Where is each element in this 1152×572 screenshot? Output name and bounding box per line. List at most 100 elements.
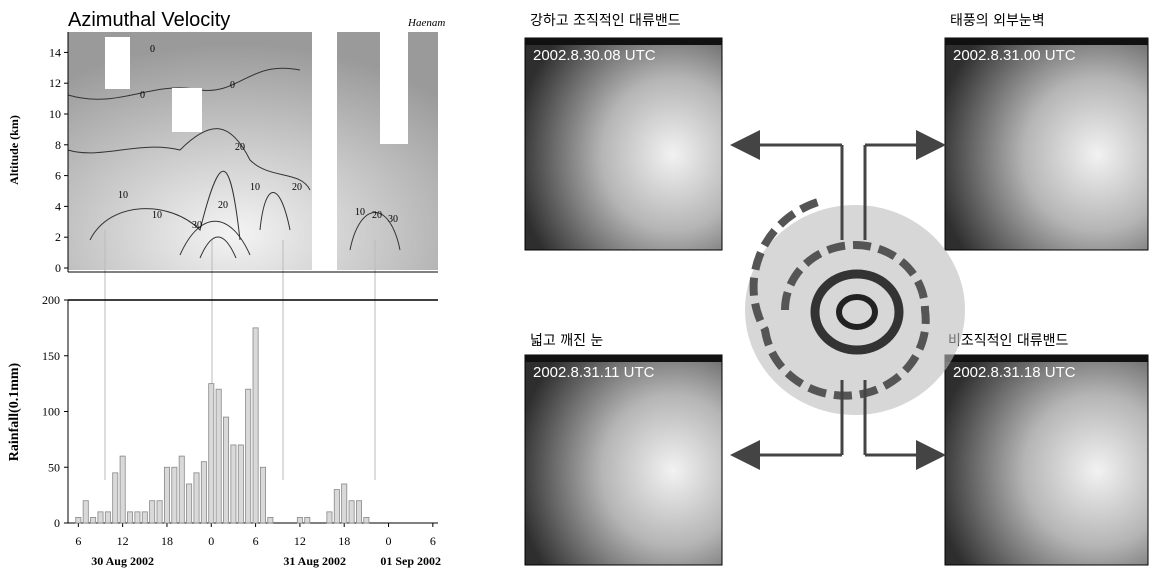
x-tick-label: 12 [294, 534, 306, 548]
timestamp: 2002.8.30.08 UTC [533, 47, 656, 64]
bar [83, 501, 88, 523]
y-tick-label: 100 [42, 405, 60, 419]
bar [327, 512, 332, 523]
panel-title: 넓고 깨진 눈 [530, 333, 603, 349]
panel-title: 비조직적인 대류밴드 [948, 333, 1068, 349]
bar [98, 512, 103, 523]
bar [216, 389, 221, 523]
missing-data [380, 32, 408, 144]
y-tick-label: 14 [49, 45, 61, 59]
contour-label: 30 [192, 220, 202, 231]
timestamp: 2002.8.31.11 UTC [533, 364, 655, 381]
x-tick-label: 6 [430, 534, 436, 548]
satellite-image [525, 38, 722, 250]
contour-label: 10 [152, 210, 162, 221]
bar [179, 456, 184, 523]
missing-data [105, 37, 130, 89]
contour-label: 20 [218, 200, 228, 211]
bar [91, 517, 96, 523]
x-tick-label: 18 [338, 534, 350, 548]
y-tick-label: 12 [49, 76, 61, 90]
bar [253, 328, 258, 523]
bar [113, 473, 118, 523]
y-tick-label: 150 [42, 349, 60, 363]
x-tick-label: 0 [386, 534, 392, 548]
bar [260, 467, 265, 523]
bar [150, 501, 155, 523]
contour-label: 20 [292, 182, 302, 193]
bar [231, 445, 236, 523]
annotation: Haenam [407, 17, 445, 29]
date-label: 01 Sep 2002 [380, 554, 441, 568]
bar [334, 490, 339, 523]
chart-title: Azimuthal Velocity [68, 9, 230, 31]
bar [164, 467, 169, 523]
contour-label: 0 [230, 80, 235, 91]
bar [297, 517, 302, 523]
x-tick-label: 12 [117, 534, 129, 548]
figure: Azimuthal Velocity Haenam Altitude (km) … [0, 0, 1152, 572]
bar [268, 517, 273, 523]
contour-label: 10 [118, 190, 128, 201]
y-tick-label: 10 [49, 107, 61, 121]
y-tick-label: 2 [55, 230, 61, 244]
contour-label: 10 [355, 207, 365, 218]
bar [342, 484, 347, 523]
panel-title: 강하고 조직적인 대류밴드 [530, 13, 681, 29]
image-header [525, 38, 722, 45]
bar [246, 389, 251, 523]
y-tick-label: 8 [55, 138, 61, 152]
bar [201, 462, 206, 523]
x-tick-label: 6 [253, 534, 259, 548]
bar [142, 512, 147, 523]
y-tick-label: 6 [55, 169, 61, 183]
timestamp: 2002.8.31.00 UTC [953, 47, 1076, 64]
bar [238, 445, 243, 523]
panel-title: 태풍의 외부눈벽 [950, 13, 1045, 29]
date-label: 31 Aug 2002 [283, 554, 346, 568]
chart: Azimuthal Velocity Haenam Altitude (km) … [0, 0, 1152, 572]
bar [157, 501, 162, 523]
bar [194, 473, 199, 523]
date-label: 30 Aug 2002 [91, 554, 154, 568]
bar [364, 517, 369, 523]
contour-label: 10 [250, 182, 260, 193]
image-header [945, 38, 1148, 45]
bar [187, 484, 192, 523]
bar [305, 517, 310, 523]
satellite-image [945, 38, 1148, 250]
y-tick-label: 50 [48, 460, 60, 474]
bar [356, 501, 361, 523]
bar [349, 501, 354, 523]
contour-label: 0 [140, 90, 145, 101]
y-axis-label: Altitude (km) [7, 115, 21, 185]
contour-label: 20 [235, 142, 245, 153]
y-tick-label: 200 [42, 293, 60, 307]
missing-data [172, 88, 202, 132]
x-tick-label: 6 [75, 534, 81, 548]
bar [120, 456, 125, 523]
bar [127, 512, 132, 523]
bar [76, 517, 81, 523]
bar [172, 467, 177, 523]
y-tick-label: 4 [55, 199, 61, 213]
bar [223, 417, 228, 523]
image-header [945, 355, 1148, 362]
contour-label: 30 [388, 214, 398, 225]
timestamp: 2002.8.31.18 UTC [953, 364, 1076, 381]
satellite-image [945, 355, 1148, 565]
contour-label: 0 [150, 44, 155, 55]
y-tick-label: 0 [55, 261, 61, 275]
bar [135, 512, 140, 523]
spiral-diagram [736, 145, 965, 455]
y-tick-label: 0 [54, 516, 60, 530]
contour-label: 20 [372, 210, 382, 221]
x-tick-label: 18 [161, 534, 173, 548]
y-axis-label: Rainfall(0.1mm) [7, 362, 22, 461]
bar [209, 384, 214, 523]
x-tick-label: 0 [208, 534, 214, 548]
satellite-image [525, 355, 722, 565]
image-header [525, 355, 722, 362]
missing-data [312, 32, 337, 272]
bar [105, 512, 110, 523]
